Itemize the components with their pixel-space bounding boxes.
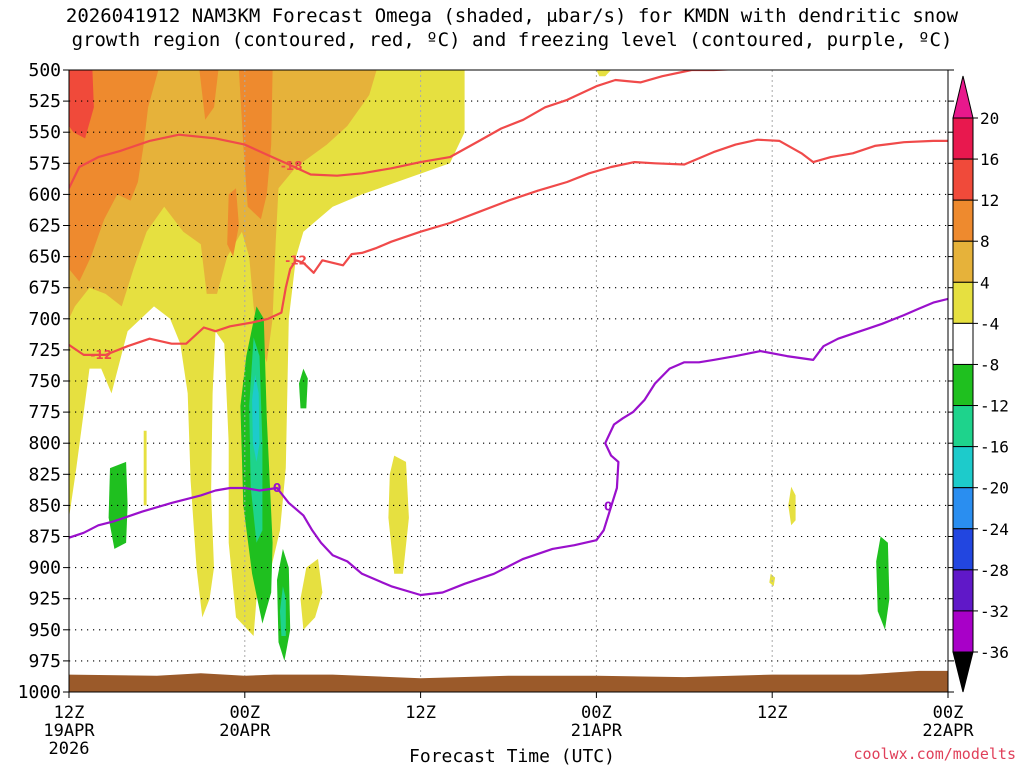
ytick-label-775: 775 (28, 402, 61, 423)
colorbar-label-1: 16 (980, 150, 999, 169)
xtick-label-60: 00Z (933, 703, 964, 723)
ytick-label-675: 675 (28, 278, 61, 299)
omega-region-9 (238, 70, 273, 220)
colorbar-band-9 (952, 487, 974, 530)
axis-layer: 500 525 550 575 600 625 650 675 700 725 750 775 800 8… (18, 60, 975, 759)
colorbar-bottom-arrow (952, 651, 974, 693)
chart-title-line-1: 2026041912 NAM3KM Forecast Omega (shaded… (65, 5, 959, 27)
colorbar-label-5: -4 (980, 314, 999, 333)
colorbar-top-arrow (952, 75, 974, 119)
chart-title: 2026041912 NAM3KM Forecast Omega (shaded… (0, 4, 1024, 52)
colorbar-band-6 (952, 363, 974, 407)
colorbar-label-6: -8 (980, 355, 999, 374)
colorbar-band-10 (952, 528, 974, 571)
colorbar-band-4 (952, 281, 974, 324)
omega-region-3 (596, 70, 612, 77)
ytick-label-525: 525 (28, 91, 61, 112)
colorbar-label-0: 20 (980, 109, 999, 128)
xtick-year-0: 2026 (49, 739, 90, 759)
colorbar-label-12: -32 (980, 602, 1009, 621)
omega-region-8 (69, 70, 159, 282)
colorbar-band-11 (952, 569, 974, 612)
colorbar-label-2: 12 (980, 191, 999, 210)
omega-region-4 (788, 486, 796, 526)
xtick-label-48: 12Z (757, 703, 788, 723)
colorbar-band-0 (952, 117, 974, 160)
colorbar-band-1 (952, 158, 974, 201)
ytick-label-925: 925 (28, 589, 61, 610)
ytick-label-975: 975 (28, 651, 61, 672)
surface-layer (69, 670, 948, 692)
ytick-label-800: 800 (28, 433, 61, 454)
colorbar-band-8 (952, 446, 974, 489)
colorbar-label-13: -36 (980, 643, 1009, 662)
grid-layer (69, 70, 948, 692)
omega-region-1 (388, 455, 409, 574)
ytick-label-850: 850 (28, 495, 61, 516)
dgz-contour-label-left: -12 (90, 348, 112, 362)
colorbar-label-8: -16 (980, 438, 1009, 457)
ytick-label-950: 950 (28, 620, 61, 641)
omega-region-20 (252, 374, 260, 462)
ytick-label-500: 500 (28, 60, 61, 81)
chart-title-line-2: growth region (contoured, red, ºC) and f… (71, 29, 953, 51)
contour-layer: -18 -12 0 0 -12 (69, 70, 948, 597)
freezing-level-label-2: 0 (604, 500, 612, 514)
omega-region-16 (299, 368, 308, 409)
omega-region-11 (227, 188, 239, 257)
ytick-label-625: 625 (28, 216, 61, 237)
omega-region-10 (199, 70, 219, 120)
dgz-contour-label-1: -12 (285, 253, 307, 267)
colorbar-label-10: -24 (980, 520, 1009, 539)
credit-text: coolwx.com/modelts (853, 745, 1016, 763)
freezing-level-label-1: 0 (273, 481, 281, 495)
ytick-label-1000: 1000 (18, 682, 61, 703)
ytick-label-700: 700 (28, 309, 61, 330)
ytick-label-875: 875 (28, 527, 61, 548)
dgz-contour-line-1 (69, 138, 948, 356)
ytick-label-900: 900 (28, 558, 61, 579)
omega-region-17 (876, 536, 890, 630)
colorbar-label-4: 4 (980, 273, 990, 292)
colorbar-band-2 (952, 199, 974, 242)
xtick-date-12: 20APR (219, 721, 271, 741)
omega-region-2 (300, 558, 323, 630)
x-axis-label: Forecast Time (UTC) (409, 746, 615, 767)
omega-region-12 (69, 70, 94, 139)
colorbar-band-3 (952, 240, 974, 283)
colorbar-band-7 (952, 405, 974, 448)
freezing-level-line (69, 297, 948, 597)
ytick-label-650: 650 (28, 247, 61, 268)
xtick-label-24: 12Z (405, 703, 436, 723)
ytick-label-575: 575 (28, 153, 61, 174)
xtick-date-0: 19APR (43, 721, 95, 741)
surface-terrain (69, 670, 948, 692)
colorbar-band-5 (952, 322, 974, 365)
xtick-date-60: 22APR (922, 721, 974, 741)
ytick-label-725: 725 (28, 340, 61, 361)
xtick-label-36: 00Z (581, 703, 612, 723)
ytick-label-550: 550 (28, 122, 61, 143)
ytick-label-825: 825 (28, 464, 61, 485)
xtick-label-0: 12Z (54, 703, 85, 723)
omega-region-6 (143, 430, 147, 506)
colorbar: 20 16 12 8 4 -4 -8 -12 -16 -20 -24 -28 -32 -36 (952, 75, 1009, 693)
ytick-label-600: 600 (28, 184, 61, 205)
xtick-date-36: 21APR (571, 721, 623, 741)
colorbar-label-9: -20 (980, 479, 1009, 498)
omega-region-19 (280, 586, 286, 636)
dgz-contour-line-0 (69, 70, 741, 189)
ytick-label-750: 750 (28, 371, 61, 392)
xtick-label-12: 00Z (229, 703, 260, 723)
dgz-contour-label-0: -18 (281, 159, 303, 173)
colorbar-label-11: -28 (980, 561, 1009, 580)
colorbar-band-12 (952, 610, 974, 653)
colorbar-label-7: -12 (980, 397, 1009, 416)
colorbar-label-3: 8 (980, 232, 990, 251)
